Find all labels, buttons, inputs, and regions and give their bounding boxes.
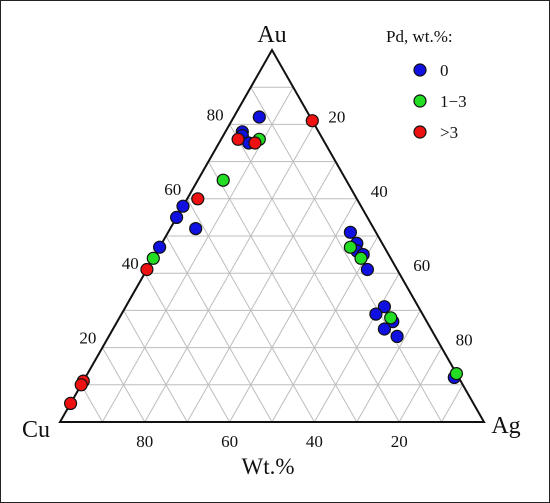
grid-line-ag-30 (186, 161, 337, 423)
grid-line-cu-10 (250, 86, 443, 423)
right-tick-20: 20 (328, 107, 345, 126)
legend-label-1: 1−3 (440, 92, 467, 111)
left-tick-20: 20 (79, 329, 96, 348)
data-point-series-1-1 (216, 173, 230, 187)
data-point-series-0-17 (390, 329, 404, 343)
grid-line-cu-50 (165, 235, 273, 423)
bottom-tick-80: 80 (136, 432, 153, 451)
grid-line-ag-60 (313, 272, 400, 423)
data-point-series-0-5 (170, 210, 184, 224)
data-point-series-1-6 (449, 367, 463, 381)
data-point-series-0-13 (377, 300, 391, 314)
data-point-series-0-12 (360, 262, 374, 277)
axis-label: Wt.% (241, 454, 294, 479)
data-point-series-1-4 (146, 251, 160, 265)
data-point-series-0-8 (343, 225, 357, 239)
data-point-series-0-16 (377, 322, 391, 336)
grid-line-cu-30 (207, 161, 358, 423)
grid-line-ag-80 (398, 347, 443, 423)
legend: Pd, wt.%: 0 1−3 >3 (386, 27, 467, 142)
data-point-series-1-3 (354, 251, 368, 265)
right-tick-40: 40 (371, 182, 388, 201)
data-point-series-2-6 (74, 378, 88, 392)
data-point-series-0-7 (153, 240, 167, 254)
legend-title: Pd, wt.%: (386, 27, 453, 46)
data-points (63, 110, 463, 410)
vertex-label-left: Cu (22, 417, 50, 443)
data-point-series-1-5 (384, 311, 398, 325)
left-tick-80: 80 (207, 105, 224, 124)
legend-marker-2 (413, 125, 427, 139)
legend-label-2: >3 (440, 123, 458, 142)
right-tick-60: 60 (413, 256, 430, 275)
bottom-tick-40: 40 (306, 432, 323, 451)
grid-line-cu-90 (80, 384, 103, 423)
data-point-series-0-6 (189, 222, 203, 236)
legend-label-0: 0 (440, 61, 449, 80)
bottom-tick-20: 20 (391, 432, 408, 451)
grid-line-cu-60 (144, 272, 231, 423)
bottom-tick-60: 60 (221, 432, 238, 451)
data-point-series-1-2 (343, 240, 357, 254)
data-point-series-0-0 (252, 110, 266, 124)
vertex-label-top: Au (257, 22, 286, 48)
data-point-series-2-1 (231, 132, 245, 146)
right-tick-80: 80 (456, 331, 473, 350)
data-point-series-0-4 (176, 199, 190, 213)
legend-marker-1 (413, 94, 427, 108)
legend-marker-0 (413, 63, 427, 77)
tick-labels: 80 60 40 20 20 40 60 80 20 40 60 80 (79, 105, 472, 451)
data-point-series-2-7 (63, 396, 78, 410)
left-tick-40: 40 (122, 254, 139, 273)
data-point-series-2-0 (305, 114, 319, 128)
grid-line-cu-70 (123, 310, 188, 423)
ternary-outline (58, 47, 486, 423)
data-point-series-2-2 (248, 136, 262, 150)
grid-line-ag-50 (271, 235, 379, 423)
data-point-series-0-15 (369, 307, 383, 321)
left-tick-60: 60 (164, 180, 181, 199)
data-point-series-2-4 (140, 262, 154, 277)
vertex-label-right: Ag (491, 413, 520, 439)
grid-line-ag-70 (356, 310, 421, 423)
grid-line-ag-90 (441, 384, 464, 423)
legend-items: 0 1−3 >3 (413, 61, 467, 142)
grid-line-cu-80 (101, 347, 146, 423)
data-point-series-2-3 (191, 192, 205, 206)
